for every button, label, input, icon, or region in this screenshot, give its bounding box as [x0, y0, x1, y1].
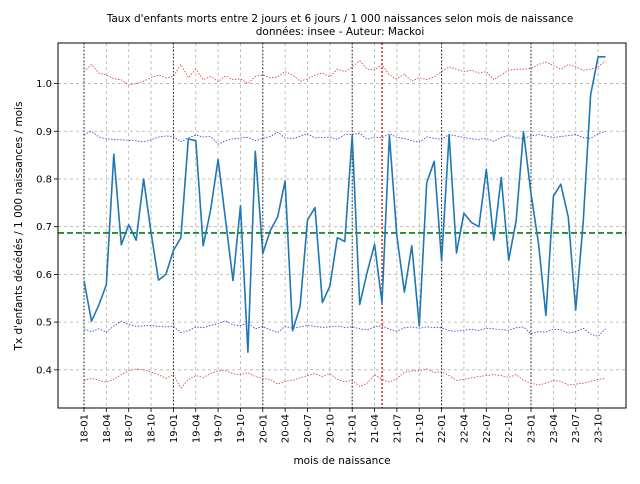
- x-tick-label: 19-04: [191, 414, 202, 443]
- x-tick-label: 20-01: [258, 414, 269, 443]
- y-tick-label: 0.7: [36, 222, 52, 233]
- lower-inner-band-line: [83, 320, 606, 337]
- x-tick-label: 22-01: [437, 414, 448, 443]
- lower-outer-band-line: [83, 368, 606, 389]
- y-tick-label: 0.9: [36, 127, 52, 138]
- x-tick-label: 18-07: [124, 414, 135, 443]
- x-tick-label: 20-04: [281, 414, 292, 443]
- x-tick-label: 22-04: [459, 414, 470, 443]
- x-tick-label: 22-10: [504, 414, 515, 443]
- y-tick-label: 0.4: [36, 365, 52, 376]
- x-tick-label: 18-10: [147, 414, 158, 443]
- x-tick-label: 23-01: [527, 414, 538, 443]
- y-tick-label: 0.5: [36, 318, 52, 329]
- y-tick-label: 0.6: [36, 270, 52, 281]
- x-tick-label: 19-10: [236, 414, 247, 443]
- x-tick-label: 22-07: [482, 414, 493, 443]
- x-tick-label: 21-10: [415, 414, 426, 443]
- x-tick-label: 19-07: [214, 414, 225, 443]
- grid-lines: [58, 43, 626, 408]
- chart-title: Taux d'enfants morts entre 2 jours et 6 …: [106, 13, 574, 25]
- x-tick-label: 23-10: [594, 414, 605, 443]
- year-separators: [83, 43, 532, 408]
- y-tick-label: 0.8: [36, 174, 52, 185]
- y-axis-label: Tx d'enfants décédés / 1 000 naissances …: [13, 102, 25, 352]
- x-tick-label: 19-01: [169, 414, 180, 443]
- x-tick-label: 20-10: [325, 414, 336, 443]
- plot-frame: [57, 42, 627, 409]
- x-axis-label: mois de naissance: [293, 455, 390, 467]
- x-tick-label: 23-07: [571, 414, 582, 443]
- axes: 18-01 18-04 18-07 18-10 19-01 19-04 19-07 19-10…: [36, 79, 604, 443]
- upper-outer-band-line: [83, 60, 606, 86]
- upper-inner-band-line: [83, 130, 606, 145]
- x-tick-label: 18-04: [102, 414, 113, 443]
- main-series-line: [83, 55, 606, 354]
- x-tick-label: 20-07: [303, 414, 314, 443]
- x-tick-label: 21-04: [370, 414, 381, 443]
- x-tick-label: 18-01: [80, 414, 91, 443]
- x-tick-label: 21-07: [392, 414, 403, 443]
- series-lines: [58, 55, 626, 389]
- y-tick-label: 1.0: [36, 79, 52, 90]
- x-tick-label: 23-04: [549, 414, 560, 443]
- chart-subtitle: données: insee - Auteur: Mackoi: [256, 26, 424, 38]
- x-tick-label: 21-01: [348, 414, 359, 443]
